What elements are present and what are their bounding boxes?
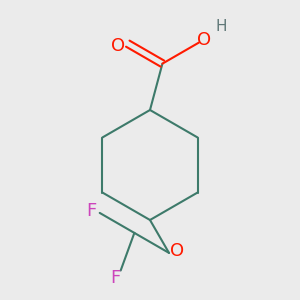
Text: O: O: [197, 31, 211, 49]
Text: O: O: [111, 37, 125, 55]
Text: O: O: [170, 242, 184, 260]
Text: F: F: [87, 202, 97, 220]
Text: H: H: [215, 19, 226, 34]
Text: F: F: [111, 269, 121, 287]
